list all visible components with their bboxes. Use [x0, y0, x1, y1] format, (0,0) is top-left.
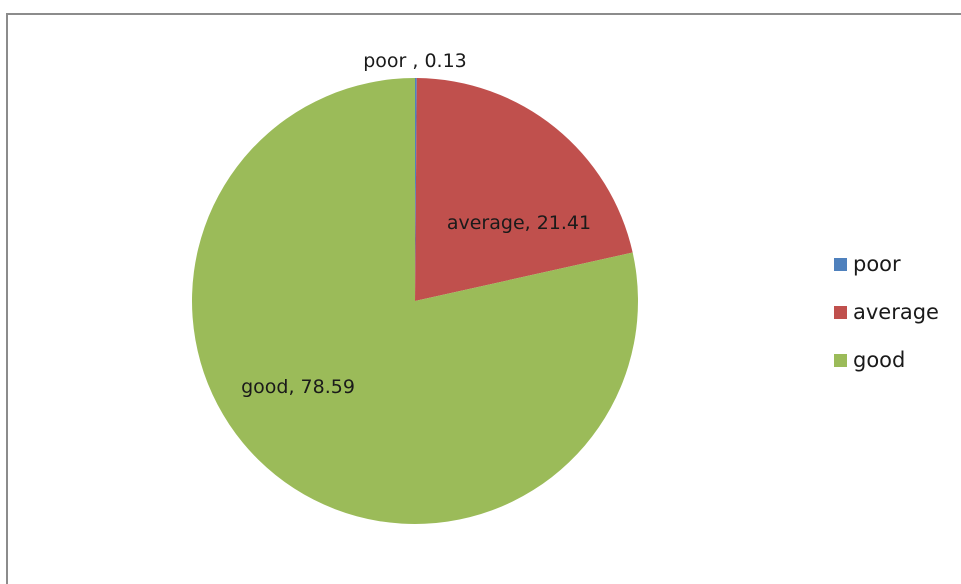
- data-label-good: good, 78.59: [241, 376, 355, 398]
- legend-item-poor: poor: [834, 240, 939, 288]
- legend-item-good: good: [834, 336, 939, 384]
- data-label-poor: poor , 0.13: [363, 50, 467, 72]
- legend-item-average: average: [834, 288, 939, 336]
- legend-swatch-poor: [834, 257, 847, 271]
- pie-slice-average: [415, 78, 633, 302]
- pie-slice-poor: [415, 78, 417, 301]
- legend-swatch-good: [834, 353, 847, 367]
- data-label-average: average, 21.41: [447, 212, 591, 234]
- pie-slice-good: [192, 78, 638, 524]
- legend: poor average good: [834, 240, 939, 384]
- legend-swatch-average: [834, 305, 847, 319]
- legend-label-average: average: [853, 300, 939, 324]
- legend-label-good: good: [853, 348, 906, 372]
- legend-label-poor: poor: [853, 252, 901, 276]
